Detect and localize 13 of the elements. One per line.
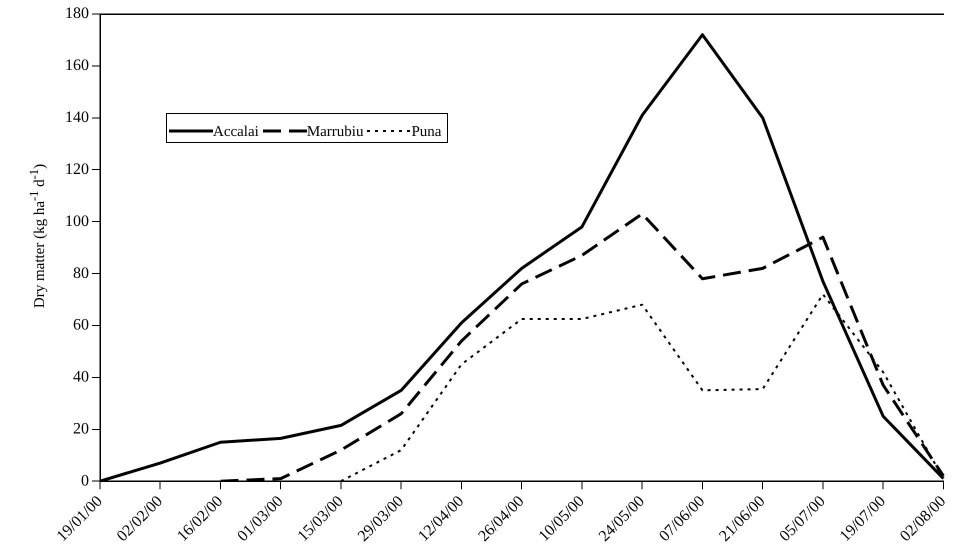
y-tick-label: 0 (81, 472, 89, 490)
y-tick-label: 100 (65, 212, 89, 230)
legend-label: Puna (411, 124, 442, 141)
y-tick-label: 120 (65, 160, 89, 178)
y-tick-label: 160 (65, 57, 89, 74)
y-tick-label: 140 (65, 109, 89, 126)
y-tick-label: 80 (73, 264, 89, 282)
y-tick-label: 180 (65, 5, 89, 22)
y-tick-label: 20 (73, 420, 89, 438)
legend-label: Accalai (213, 124, 259, 141)
legend-label: Marrubiu (306, 124, 364, 141)
y-tick-label: 60 (73, 316, 89, 334)
y-tick-label: 40 (73, 368, 89, 386)
